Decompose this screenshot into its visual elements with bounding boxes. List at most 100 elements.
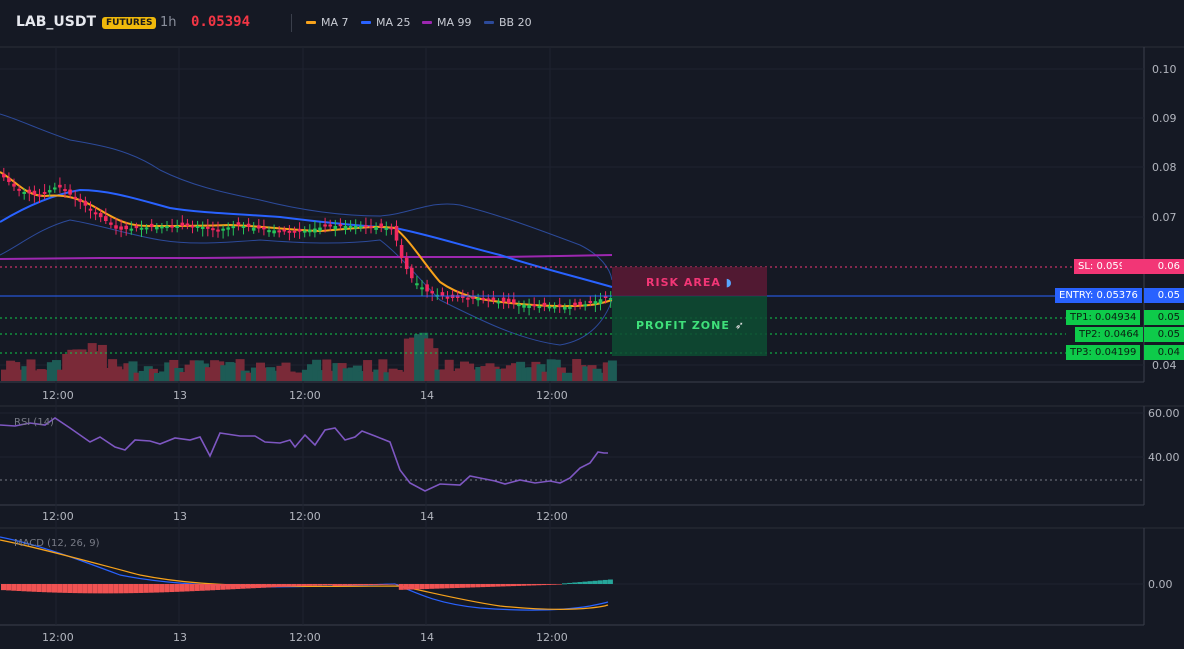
volume-bar <box>240 370 250 381</box>
macd-tick-0: 0.00 <box>1148 578 1173 591</box>
tp1-tag[interactable]: TP1: 0.04934 <box>1066 310 1141 325</box>
macd-hist-bar <box>46 584 52 593</box>
volume-bar <box>312 359 322 381</box>
volume-bar <box>439 369 449 381</box>
candle <box>226 227 230 230</box>
volume-bar <box>332 363 342 381</box>
candle <box>420 287 424 290</box>
candle <box>37 194 42 197</box>
macd-hist-bar <box>205 584 210 591</box>
candle <box>272 230 276 234</box>
candle <box>486 298 491 301</box>
macd-hist-bar <box>103 584 108 594</box>
tp3-tag[interactable]: TP3: 0.04199 <box>1066 345 1141 360</box>
ma25-swatch-icon <box>361 21 371 24</box>
volume-bar <box>398 371 408 381</box>
macd-hist-bar <box>521 584 527 586</box>
macd-hist-bar <box>582 581 588 584</box>
candle <box>440 292 445 297</box>
legend-bb20[interactable]: BB 20 <box>484 16 532 29</box>
macd-hist-bar <box>184 584 190 592</box>
volume-bar <box>261 367 271 381</box>
rsi-label: RSI (14) <box>14 417 54 428</box>
volume-bar <box>41 369 51 381</box>
macd-hist-bar <box>505 584 511 587</box>
volume-bar <box>11 362 21 381</box>
candle <box>404 257 409 270</box>
risk-area-zone[interactable] <box>612 267 767 296</box>
candle <box>27 189 32 194</box>
volume-bar <box>21 366 31 381</box>
volume-bar <box>419 332 429 381</box>
volume-bar <box>123 363 133 381</box>
candle <box>104 216 108 221</box>
candle <box>496 301 501 304</box>
volume-bar <box>414 334 424 381</box>
bb20-swatch-icon <box>484 21 494 24</box>
volume-bar <box>1 369 10 381</box>
legend-ma7[interactable]: MA 7 <box>306 16 349 29</box>
candle <box>491 297 496 301</box>
legend-ma25[interactable]: MA 25 <box>361 16 411 29</box>
volume-bar <box>347 367 357 381</box>
candle <box>195 226 200 228</box>
timeframe-label[interactable]: 1h <box>160 15 177 30</box>
candle <box>7 177 11 182</box>
candle <box>430 291 434 294</box>
macd-hist-bar <box>154 584 159 593</box>
candle <box>292 230 297 233</box>
macd-hist-bar <box>108 584 114 594</box>
macd-hist-bar <box>490 584 496 587</box>
chart-header: LAB_USDT FUTURES 1h 0.05394 MA 7 MA 25 M… <box>0 0 1184 48</box>
volume-bar <box>363 360 373 381</box>
candle <box>175 226 179 228</box>
macd-histogram <box>1 579 613 594</box>
macd-hist-bar <box>409 584 414 590</box>
legend-ma99[interactable]: MA 99 <box>422 16 472 29</box>
macd-hist-bar <box>194 584 200 591</box>
rsi-time-tick-1: 13 <box>173 510 187 523</box>
candle <box>32 190 37 195</box>
candle <box>251 227 256 231</box>
volume-bar <box>291 372 301 381</box>
tp2-tag[interactable]: TP2: 0.0464 <box>1075 327 1144 342</box>
volume-bar <box>148 368 158 381</box>
candle <box>180 222 185 226</box>
macd-hist-bar <box>148 584 154 593</box>
macd-hist-bar <box>179 584 185 592</box>
macd-hist-bar <box>133 584 139 594</box>
candle <box>12 183 16 187</box>
candle <box>389 227 394 230</box>
symbol-name[interactable]: LAB_USDT <box>16 14 97 30</box>
candle <box>287 230 292 233</box>
candle <box>297 228 302 232</box>
candle <box>231 226 236 229</box>
macd-signal-line <box>0 539 609 610</box>
tp2-axis-tag: 0.05 <box>1144 327 1184 342</box>
volume-bar <box>235 359 245 381</box>
entry-tag[interactable]: ENTRY: 0.05376 <box>1055 288 1142 303</box>
candle <box>308 229 312 233</box>
macd-hist-bar <box>556 584 562 585</box>
candle <box>129 228 134 231</box>
tp1-axis-tag: 0.05 <box>1144 310 1184 325</box>
profit-zone[interactable] <box>612 296 767 356</box>
volume-bar <box>113 366 123 381</box>
macd-hist-bar <box>327 584 333 586</box>
candle <box>200 226 205 229</box>
macd-hist-bar <box>307 584 312 586</box>
volume-bar <box>449 370 459 381</box>
candle <box>333 226 338 230</box>
volume-bar <box>511 363 520 381</box>
candle <box>471 296 475 299</box>
volume-bar <box>597 372 607 381</box>
ma25-line <box>0 188 613 288</box>
ma99-swatch-icon <box>422 21 432 24</box>
candle <box>547 306 552 309</box>
candle <box>501 297 506 303</box>
candle <box>241 225 246 228</box>
volume-bar <box>169 359 179 381</box>
volume-bar <box>373 369 383 381</box>
macd-hist-bar <box>454 584 460 588</box>
